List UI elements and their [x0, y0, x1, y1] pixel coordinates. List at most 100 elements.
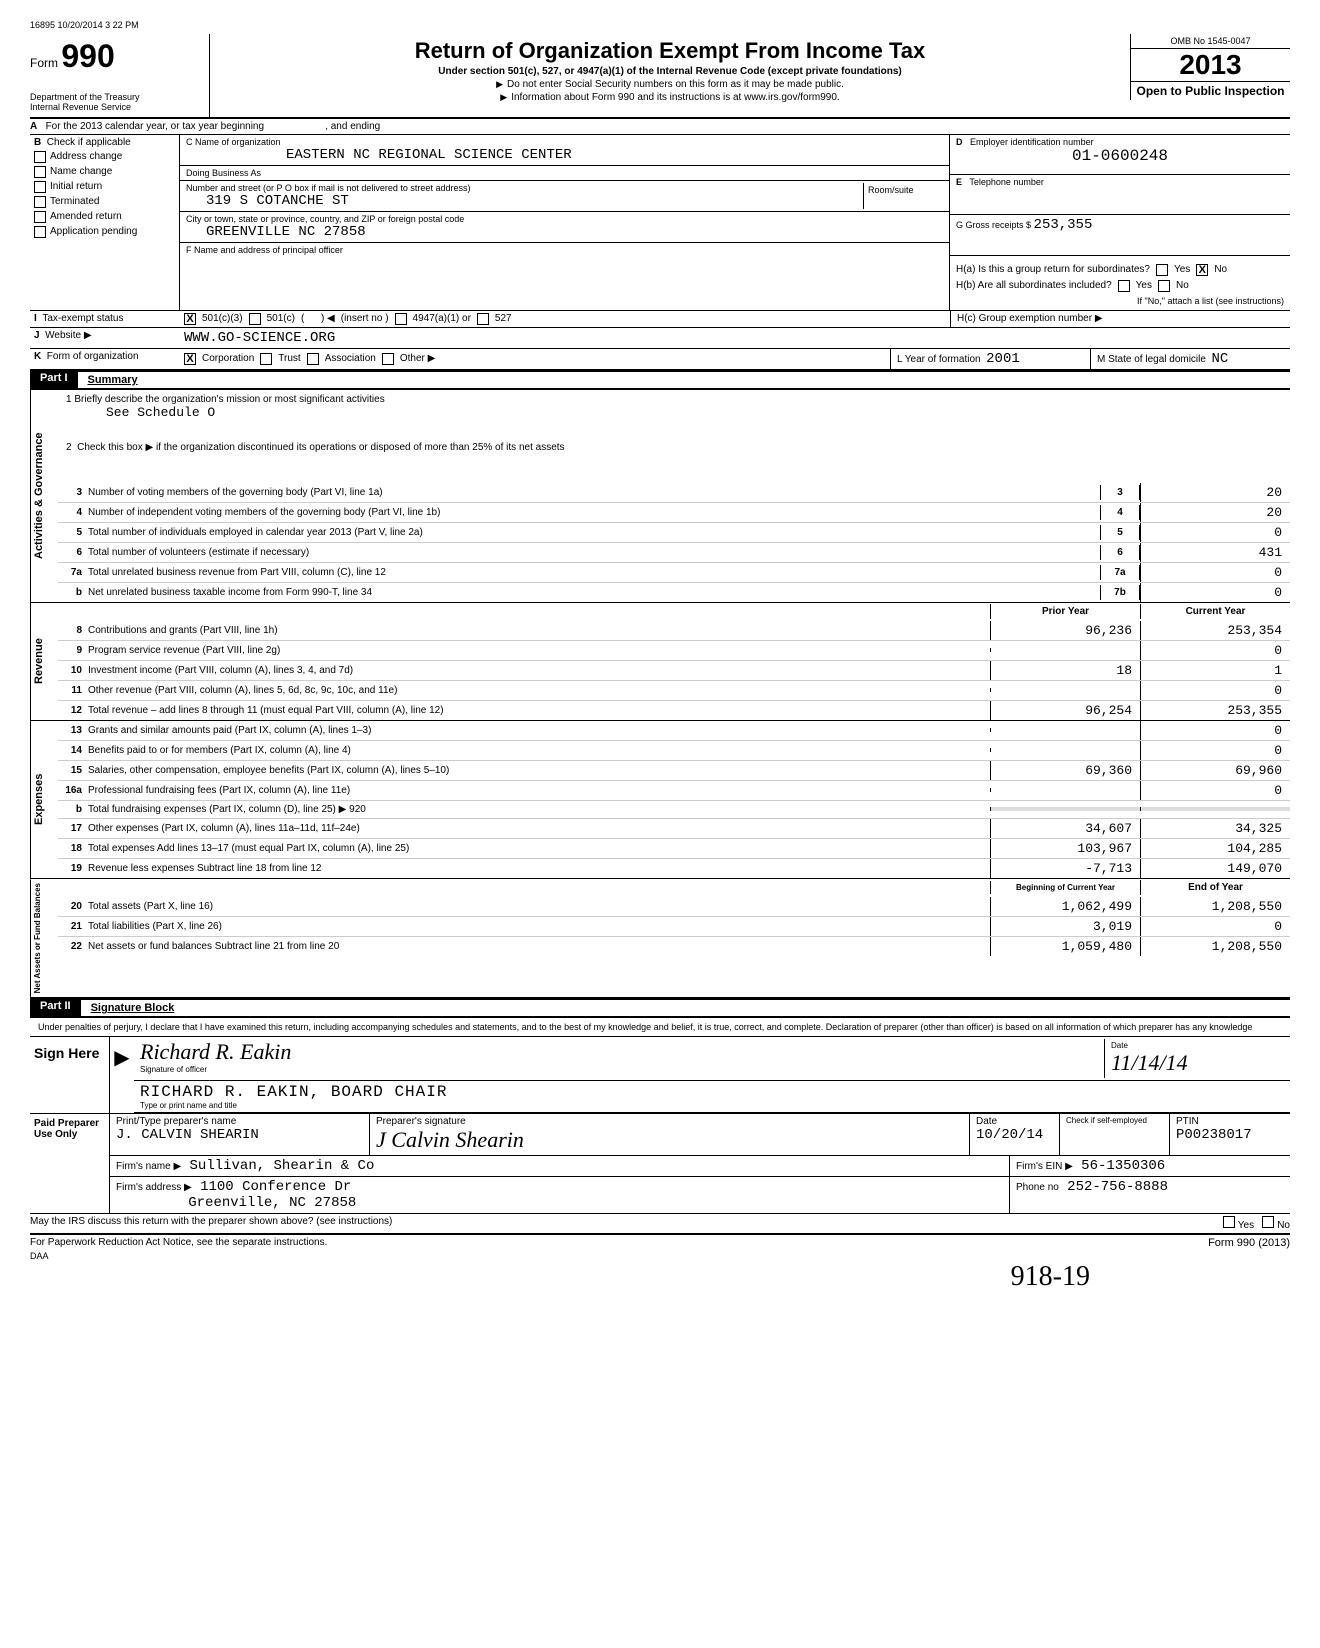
line-item: 13Grants and similar amounts paid (Part …	[58, 721, 1290, 740]
lbl-amended: Amended return	[50, 211, 122, 222]
preparer-block: Paid Preparer Use Only Print/Type prepar…	[30, 1114, 1290, 1214]
tel-cell: E Telephone number	[950, 175, 1290, 215]
line-item: 21Total liabilities (Part X, line 26)3,0…	[58, 916, 1290, 936]
line-item: 12Total revenue – add lines 8 through 11…	[58, 700, 1290, 720]
mission-lbl: 1 Briefly describe the organization's mi…	[66, 394, 1282, 405]
line-item: 5Total number of individuals employed in…	[58, 522, 1290, 542]
chk-501c3[interactable]	[184, 313, 196, 325]
expenses-section: Expenses 13Grants and similar amounts pa…	[30, 721, 1290, 879]
b-label: B	[34, 137, 41, 148]
chk-discuss-yes[interactable]	[1223, 1216, 1235, 1228]
chk-501c[interactable]	[249, 313, 261, 325]
ptin-lbl: PTIN	[1176, 1116, 1284, 1127]
chk-initial-return[interactable]	[34, 181, 46, 193]
form-number: 990	[61, 38, 114, 74]
col-b-checkboxes: B Check if applicable Address change Nam…	[30, 135, 180, 310]
chk-ha-no[interactable]	[1196, 264, 1208, 276]
officer-signature: Richard R. Eakin	[140, 1039, 1104, 1065]
line-item: bTotal fundraising expenses (Part IX, co…	[58, 800, 1290, 818]
line-item: 18Total expenses Add lines 13–17 (must e…	[58, 838, 1290, 858]
doc-timestamp: 16895 10/20/2014 3 22 PM	[30, 20, 1290, 30]
street-addr: 319 S COTANCHE ST	[186, 193, 863, 209]
line-item: 7aTotal unrelated business revenue from …	[58, 562, 1290, 582]
org-name-lbl: C Name of organization	[186, 137, 281, 147]
net-assets-section: Net Assets or Fund Balances Beginning of…	[30, 879, 1290, 998]
sig-date-lbl: Date	[1111, 1041, 1278, 1050]
chk-527[interactable]	[477, 313, 489, 325]
website-val: WWW.GO-SCIENCE.ORG	[180, 328, 1290, 348]
j-label: J	[34, 330, 40, 341]
part-ii-num: Part II	[30, 998, 81, 1018]
line-item: 10Investment income (Part VIII, column (…	[58, 660, 1290, 680]
firm-name: Sullivan, Shearin & Co	[190, 1158, 375, 1174]
chk-hb-yes[interactable]	[1118, 280, 1130, 292]
prep-date-lbl: Date	[976, 1116, 1053, 1127]
part-i-num: Part I	[30, 370, 78, 390]
prep-signature: J Calvin Shearin	[376, 1127, 963, 1153]
ha-text: H(a) Is this a group return for subordin…	[956, 264, 1150, 275]
net-assets-label: Net Assets or Fund Balances	[30, 879, 58, 997]
chk-assoc[interactable]	[307, 353, 319, 365]
open-inspection: Open to Public Inspection	[1131, 82, 1290, 100]
mission-text: See Schedule O	[106, 405, 1282, 420]
chk-amended[interactable]	[34, 211, 46, 223]
prior-year-hdr: Prior Year	[990, 604, 1140, 619]
receipts-lbl: G Gross receipts $	[956, 220, 1031, 230]
prep-row-2: Firm's name ▶ Sullivan, Shearin & Co Fir…	[110, 1156, 1290, 1177]
ein-cell: D Employer identification number 01-0600…	[950, 135, 1290, 175]
group-ret-b: H(b) Are all subordinates included? Yes …	[956, 280, 1284, 292]
name-title-lbl: Type or print name and title	[140, 1101, 1284, 1110]
chk-discuss-no[interactable]	[1262, 1216, 1274, 1228]
footer-row: For Paperwork Reduction Act Notice, see …	[30, 1235, 1290, 1251]
b-instr: Check if applicable	[47, 137, 131, 148]
col-header-row: Prior Year Current Year	[58, 603, 1290, 621]
sig-content: Richard R. Eakin Signature of officer Da…	[134, 1037, 1290, 1113]
sig-date-cell: Date 11/14/14	[1104, 1039, 1284, 1078]
chk-app-pending[interactable]	[34, 226, 46, 238]
chk-other[interactable]	[382, 353, 394, 365]
chk-hb-no[interactable]	[1158, 280, 1170, 292]
chk-ha-yes[interactable]	[1156, 264, 1168, 276]
firm-lbl: Firm's name ▶	[116, 1161, 181, 1172]
current-year-hdr: Current Year	[1140, 604, 1290, 619]
i-label: I	[34, 313, 37, 324]
chk-trust[interactable]	[260, 353, 272, 365]
net-assets-body: Beginning of Current Year End of Year 20…	[58, 879, 1290, 997]
officer-name-printed: RICHARD R. EAKIN, BOARD CHAIR	[140, 1083, 1284, 1101]
dept-line2: Internal Revenue Service	[30, 103, 203, 113]
line-item: 11Other revenue (Part VIII, column (A), …	[58, 680, 1290, 700]
chk-4947[interactable]	[395, 313, 407, 325]
chk-corp[interactable]	[184, 353, 196, 365]
row-a-label: A	[30, 121, 37, 132]
city-lbl: City or town, state or province, country…	[186, 214, 464, 224]
addr-cell: Number and street (or P O box if mail is…	[180, 181, 949, 212]
chk-address-change[interactable]	[34, 151, 46, 163]
form-subtitle: Under section 501(c), 527, or 4947(a)(1)…	[218, 66, 1122, 77]
lbl-name-change: Name change	[50, 166, 112, 177]
m-val: NC	[1212, 351, 1229, 367]
governance-section: Activities & Governance 1 Briefly descri…	[30, 390, 1290, 603]
sig-line-2: RICHARD R. EAKIN, BOARD CHAIR Type or pr…	[134, 1081, 1290, 1113]
line-item: 22Net assets or fund balances Subtract l…	[58, 936, 1290, 956]
line-item: 8Contributions and grants (Part VIII, li…	[58, 621, 1290, 640]
chk-terminated[interactable]	[34, 196, 46, 208]
chk-name-change[interactable]	[34, 166, 46, 178]
receipts-val: 253,355	[1034, 217, 1093, 233]
k-label: K	[34, 351, 41, 362]
k-opts: Corporation Trust Association Other ▶	[180, 349, 890, 369]
line-item: 16aProfessional fundraising fees (Part I…	[58, 780, 1290, 800]
line-item: 14Benefits paid to or for members (Part …	[58, 740, 1290, 760]
pra-notice: For Paperwork Reduction Act Notice, see …	[30, 1237, 327, 1249]
opt-corp: Corporation	[202, 353, 254, 364]
lbl-address-change: Address change	[50, 151, 122, 162]
prep-name-lbl: Print/Type preparer's name	[116, 1116, 363, 1127]
lbl-initial-return: Initial return	[50, 181, 102, 192]
sig-of-officer-lbl: Signature of officer	[140, 1065, 1104, 1074]
part-i-header: Part I Summary	[30, 370, 1290, 390]
j-text: Website ▶	[45, 330, 91, 341]
revenue-label: Revenue	[30, 603, 58, 720]
sign-here-label: Sign Here	[30, 1037, 110, 1113]
opt-4947: 4947(a)(1) or	[413, 313, 471, 324]
form-header: Form 990 Department of the Treasury Inte…	[30, 34, 1290, 119]
end-year-hdr: End of Year	[1140, 880, 1290, 895]
